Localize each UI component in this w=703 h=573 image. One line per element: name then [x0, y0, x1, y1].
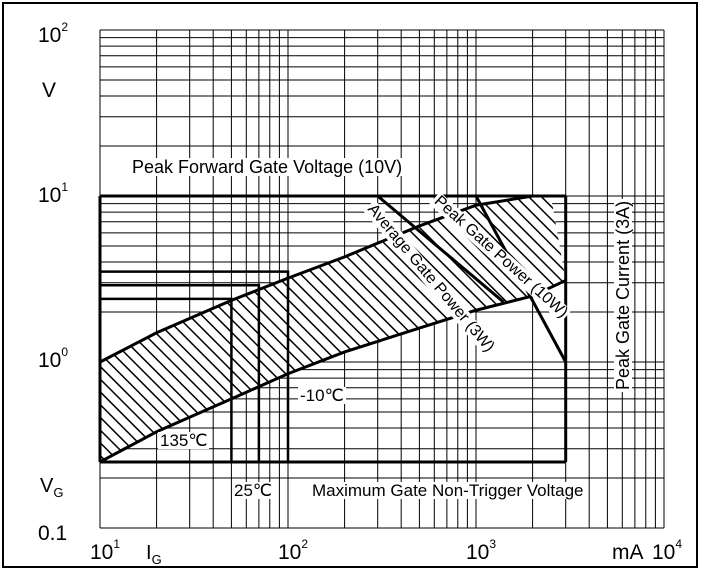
temp-label-25: 25℃ — [232, 481, 275, 500]
x-tick-label: 101 — [90, 537, 121, 564]
temperature-limit-box — [100, 270, 290, 462]
x-tick-label: 103 — [466, 537, 497, 564]
trigger-region-hatch — [100, 196, 566, 462]
y-axis-symbol-label: VG — [40, 475, 64, 500]
x-axis-symbol-label: IG — [146, 542, 162, 567]
max-gate-non-trigger-voltage-label: Maximum Gate Non-Trigger Voltage — [310, 481, 586, 500]
y-tick-label: 102 — [38, 20, 69, 47]
temp-label-135: 135℃ — [158, 431, 210, 450]
y-tick-label: 101 — [38, 180, 69, 207]
peak-forward-gate-voltage-label: Peak Forward Gate Voltage (10V) — [130, 157, 405, 177]
temperature-limit-box — [100, 283, 261, 462]
temperature-limit-box — [100, 297, 233, 462]
y-axis-unit-label: V — [42, 79, 57, 102]
boundary-line — [376, 194, 505, 304]
trigger-lower-curve — [99, 279, 567, 464]
temp-label-minus10: -10℃ — [298, 386, 346, 405]
trigger-upper-curve — [99, 194, 551, 364]
x-axis-unit-label: mA — [612, 541, 644, 564]
x-tick-label: 104 — [652, 537, 683, 564]
chart-frame — [2, 2, 698, 568]
x-tick-label: 102 — [278, 537, 309, 564]
y-tick-label: 100 — [38, 345, 69, 372]
y-tick-label: 0.1 — [38, 522, 68, 545]
peak-gate-current-label: Peak Gate Current (3A) — [613, 198, 633, 392]
